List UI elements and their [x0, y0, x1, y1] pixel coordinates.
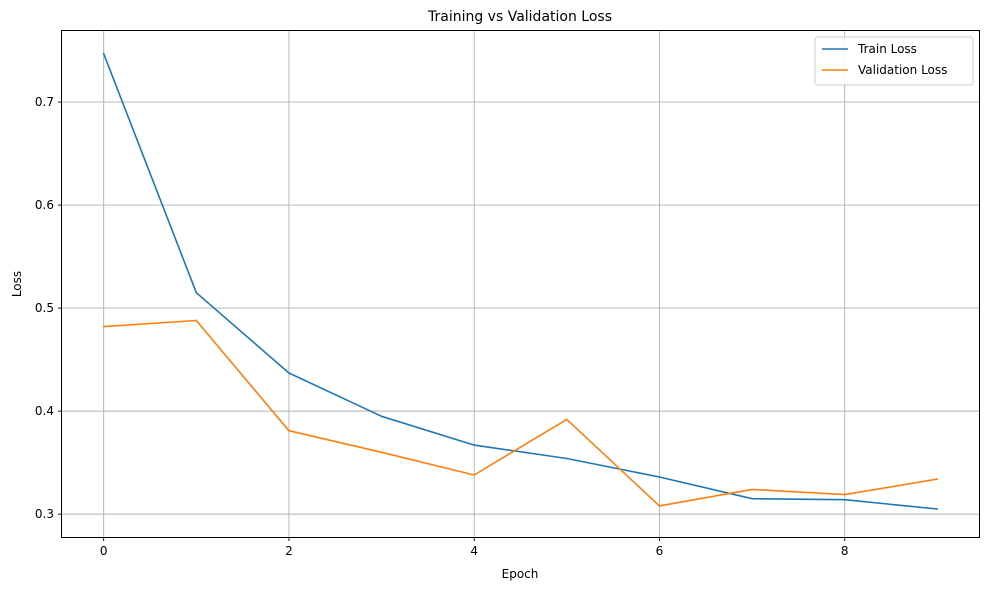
- data-point: [566, 418, 568, 421]
- x-tick-label: 8: [841, 544, 849, 558]
- x-tick-label: 2: [285, 544, 293, 558]
- y-tick-label: 0.6: [35, 198, 54, 212]
- data-point: [473, 474, 475, 476]
- x-tick-label: 6: [656, 544, 664, 558]
- axis-ticks: 0 2 4 6 8 0.3 0.4 0.5 0.6 0.7: [35, 95, 849, 558]
- y-tick-label: 0.3: [35, 507, 54, 521]
- y-tick-label: 0.7: [35, 95, 54, 109]
- data-point: [288, 372, 290, 374]
- data-point: [102, 52, 105, 55]
- x-tick-label: 0: [100, 544, 108, 558]
- legend-label: Train Loss: [857, 42, 917, 56]
- y-axis-label: Loss: [10, 271, 24, 297]
- legend-label: Validation Loss: [858, 63, 947, 77]
- data-point: [658, 476, 661, 478]
- data-point: [380, 451, 383, 454]
- data-point: [102, 325, 105, 328]
- data-point: [936, 478, 939, 480]
- legend: Train Loss Validation Loss: [814, 36, 974, 86]
- data-point: [288, 429, 290, 432]
- data-point: [751, 488, 753, 491]
- data-point: [380, 415, 383, 418]
- series-layer: [102, 52, 939, 510]
- data-point: [843, 493, 846, 496]
- series-line-0: [102, 53, 938, 510]
- data-point: [195, 291, 198, 294]
- data-point: [566, 457, 568, 460]
- data-point: [195, 319, 198, 322]
- data-point: [751, 497, 753, 500]
- data-point: [936, 508, 939, 510]
- x-tick-label: 4: [470, 544, 478, 558]
- y-tick-label: 0.5: [35, 301, 54, 315]
- data-point: [658, 505, 661, 507]
- data-point: [843, 498, 846, 501]
- y-tick-label: 0.4: [35, 404, 54, 418]
- grid-lines: [62, 31, 979, 537]
- data-point: [473, 444, 475, 446]
- plot-frame: [61, 30, 980, 538]
- x-axis-label: Epoch: [502, 567, 539, 581]
- legend-box: [814, 36, 974, 86]
- series-line-1: [103, 319, 938, 507]
- chart-title: Training vs Validation Loss: [427, 9, 612, 25]
